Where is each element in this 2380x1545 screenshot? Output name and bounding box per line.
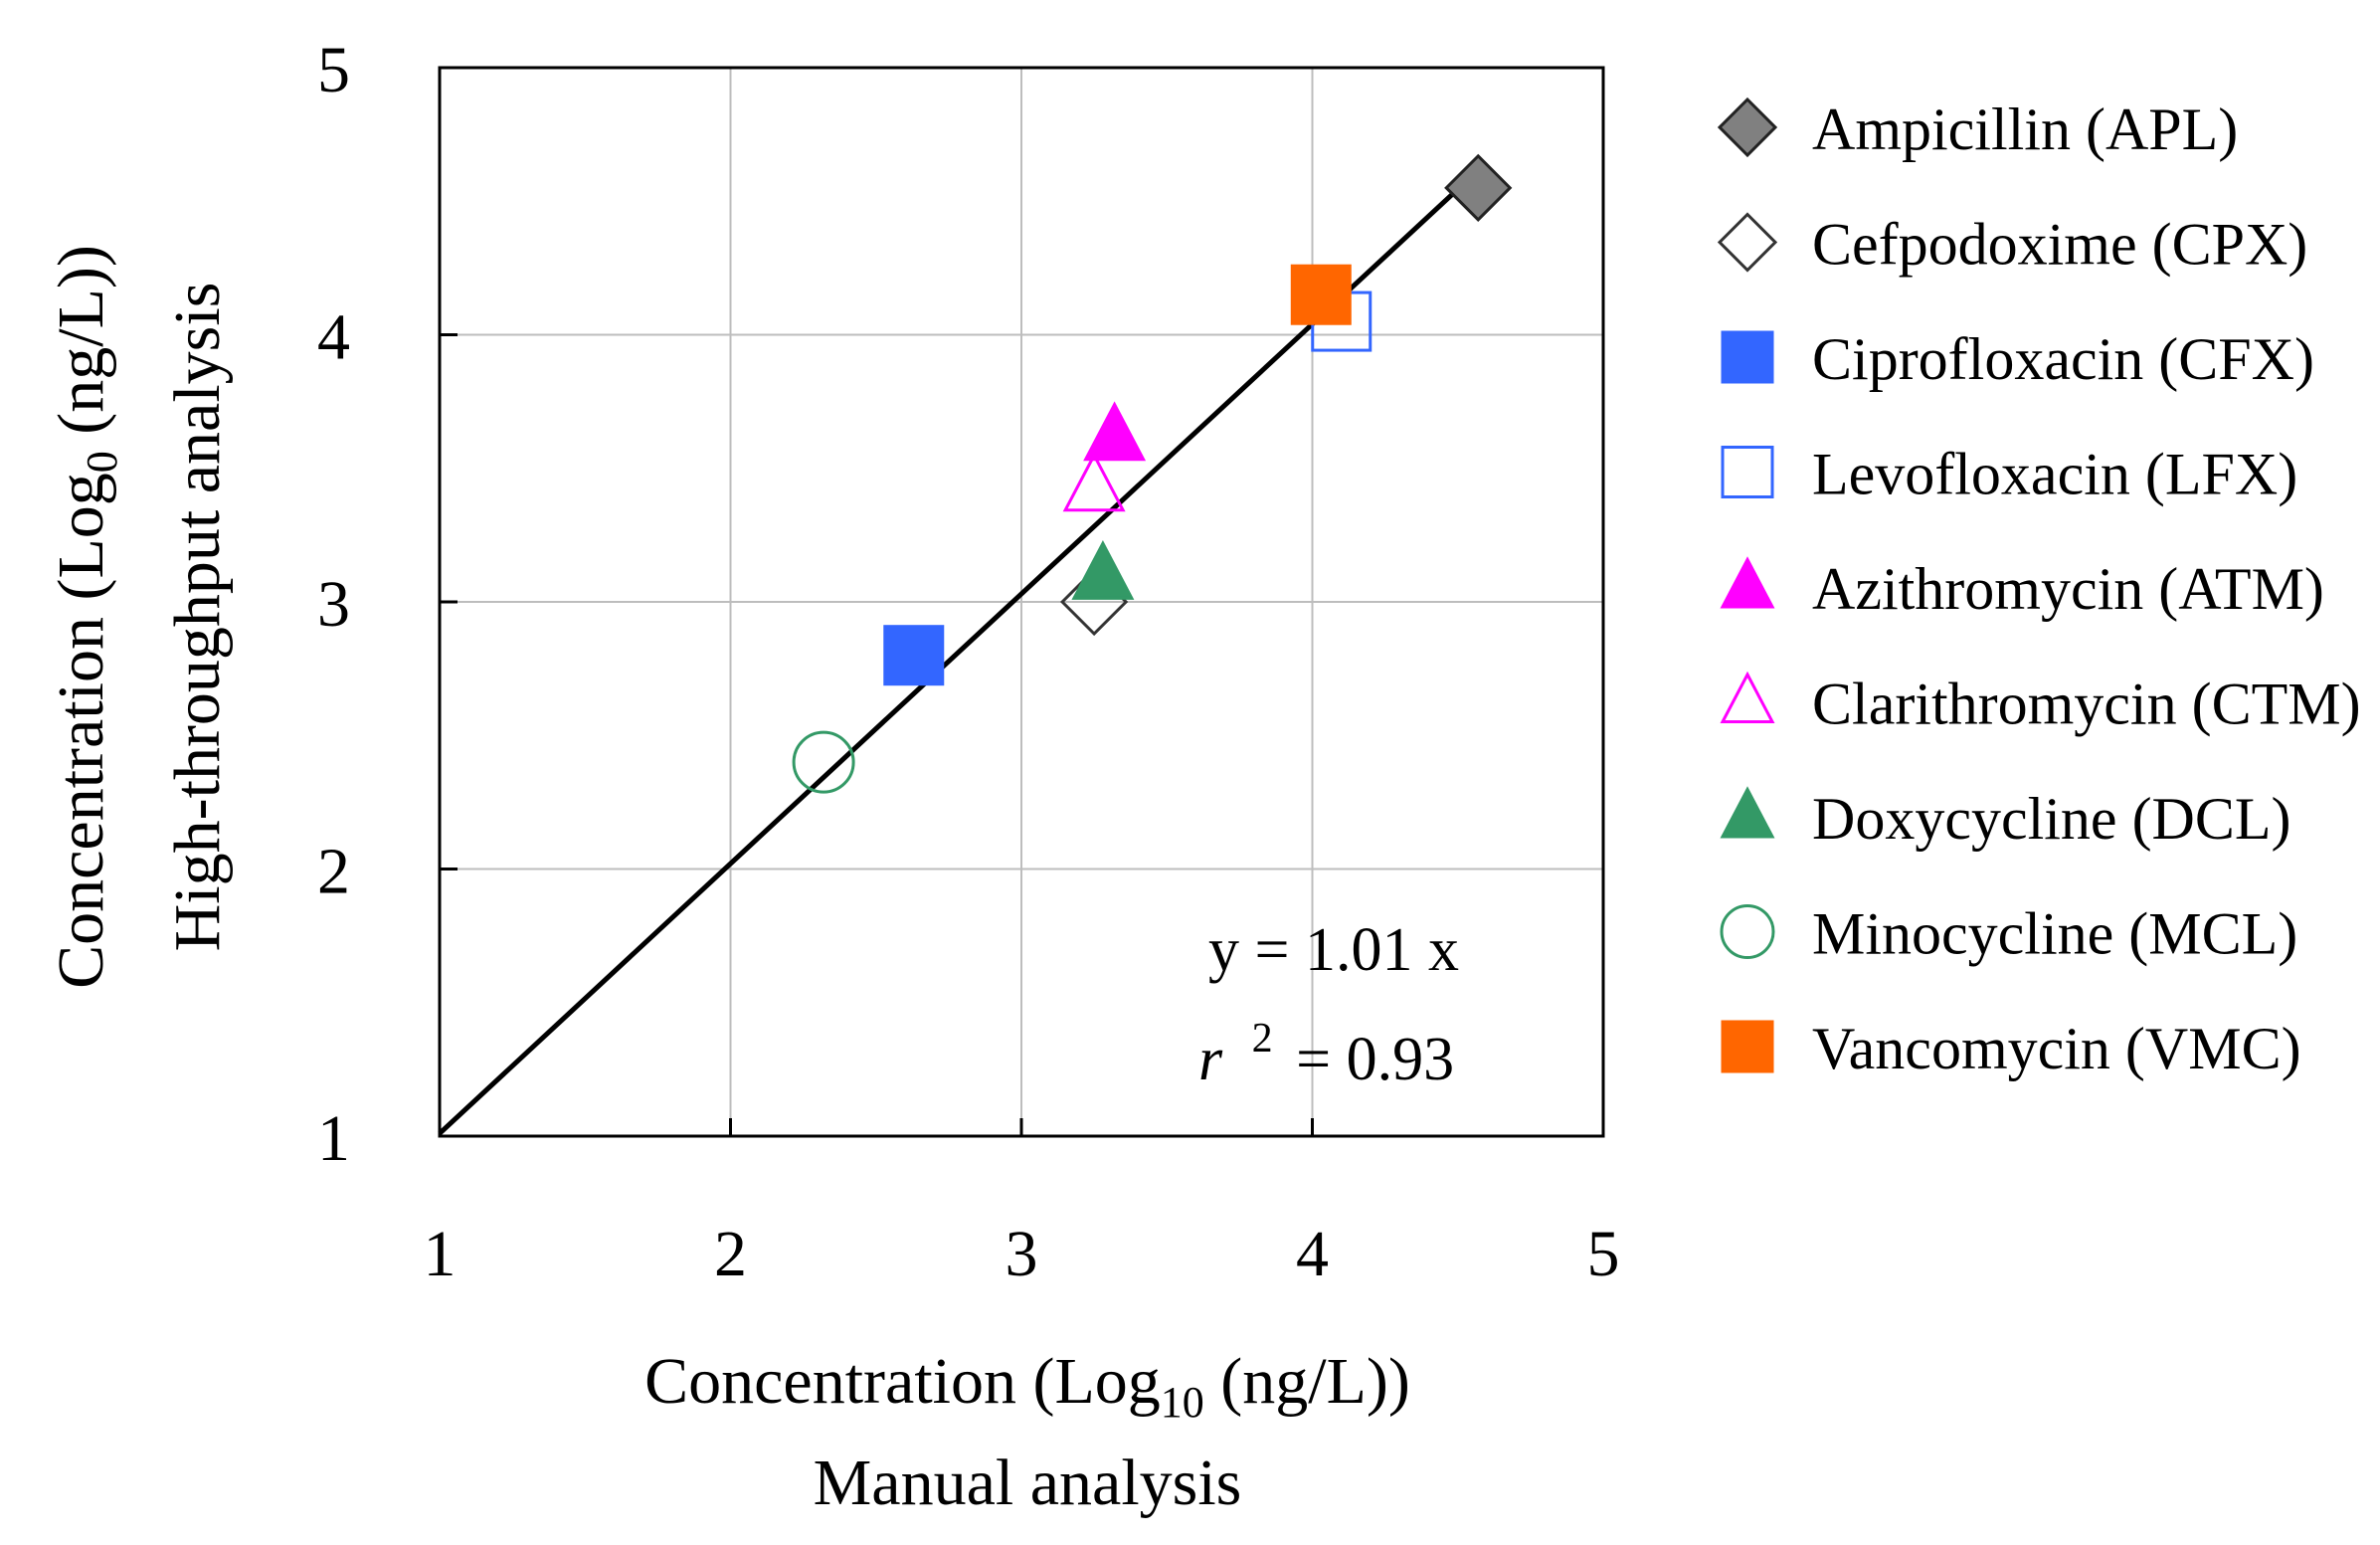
legend-item: Ampicillin (APL) [1717, 97, 2238, 162]
legend-marker [1720, 556, 1775, 609]
legend-label: Doxycycline (DCL) [1812, 786, 2291, 852]
r-symbol: r [1198, 1026, 1223, 1093]
legend-marker [1717, 212, 1778, 273]
legend-marker [1720, 671, 1775, 723]
y-tick-label: 3 [317, 568, 350, 641]
legend-marker [1721, 330, 1774, 384]
legend-label: Minocycline (MCL) [1812, 901, 2297, 967]
regression-line [438, 168, 1480, 1136]
legend-item: Levofloxacin (LFX) [1721, 442, 2297, 507]
legend-label: Levofloxacin (LFX) [1812, 442, 2297, 507]
y-axis-label-group-2: High-throughput analysis [161, 283, 234, 952]
legend: Ampicillin (APL) Cefpodoxime (CPX) Ciprofl… [1717, 97, 2361, 1081]
legend-item: Azithromycin (ATM) [1720, 556, 2324, 622]
x-tick-label: 5 [1587, 1218, 1620, 1290]
y-label-start: Concentration (Log [45, 473, 117, 989]
legend-marker [1720, 904, 1775, 959]
legend-marker [1721, 1020, 1774, 1073]
tick-marks [440, 333, 1314, 1136]
data-point [1083, 401, 1147, 462]
grid [440, 68, 1603, 1136]
x-tick-labels: 1 2 3 4 5 [424, 1218, 1620, 1290]
r-value: = 0.93 [1296, 1026, 1454, 1093]
r-exponent: 2 [1252, 1016, 1273, 1062]
data-point [792, 730, 855, 794]
legend-item: Minocycline (MCL) [1720, 901, 2297, 967]
y-tick-label: 2 [317, 836, 350, 908]
legend-label: Ciprofloxacin (CFX) [1812, 326, 2314, 392]
data-point [1290, 264, 1352, 325]
legend-marker [1721, 446, 1774, 498]
y-axis-label-line1: Concentration (Log0 (ng/L)) [45, 245, 126, 989]
legend-label: Azithromycin (ATM) [1812, 556, 2324, 622]
x-tick-label: 3 [1006, 1218, 1038, 1290]
data-point [1444, 153, 1513, 222]
y-tick-label: 1 [317, 1102, 350, 1175]
y-axis-label-line2: High-throughput analysis [161, 283, 234, 952]
legend-item: Cefpodoxime (CPX) [1717, 212, 2307, 278]
x-label-start: Concentration (Log [644, 1345, 1161, 1418]
data-point [883, 625, 945, 686]
x-label-subscript: 10 [1161, 1378, 1204, 1427]
x-label-end: (ng/L)) [1204, 1345, 1410, 1418]
legend-label: Cefpodoxime (CPX) [1812, 212, 2307, 278]
legend-item: Doxycycline (DCL) [1720, 786, 2291, 852]
r2-annotation: r 2 = 0.93 [1198, 998, 1454, 1093]
x-tick-label: 2 [714, 1218, 747, 1290]
legend-label: Ampicillin (APL) [1812, 97, 2238, 162]
y-label-end: (ng/L)) [45, 245, 117, 451]
legend-label: Vancomycin (VMC) [1812, 1016, 2301, 1081]
x-axis-label-line2: Manual analysis [814, 1447, 1242, 1519]
legend-marker [1717, 97, 1778, 158]
legend-marker [1720, 786, 1775, 839]
data-point [1062, 452, 1126, 512]
y-tick-label: 5 [317, 34, 350, 106]
x-tick-label: 4 [1296, 1218, 1329, 1290]
y-axis-label-group: Concentration (Log0 (ng/L)) [45, 245, 126, 989]
x-axis-label-line1: Concentration (Log10 (ng/L)) [644, 1345, 1410, 1427]
legend-label: Clarithromycin (CTM) [1812, 672, 2361, 737]
legend-item: Ciprofloxacin (CFX) [1721, 326, 2314, 392]
data-points [792, 153, 1513, 794]
y-label-subscript: 0 [78, 451, 126, 473]
data-point [1071, 540, 1135, 600]
y-tick-label: 4 [317, 301, 350, 374]
x-tick-label: 1 [424, 1218, 457, 1290]
legend-item: Clarithromycin (CTM) [1720, 671, 2361, 737]
equation-annotation: y = 1.01 x [1208, 916, 1459, 984]
legend-item: Vancomycin (VMC) [1721, 1016, 2301, 1081]
y-tick-labels: 1 2 3 4 5 [317, 34, 350, 1175]
